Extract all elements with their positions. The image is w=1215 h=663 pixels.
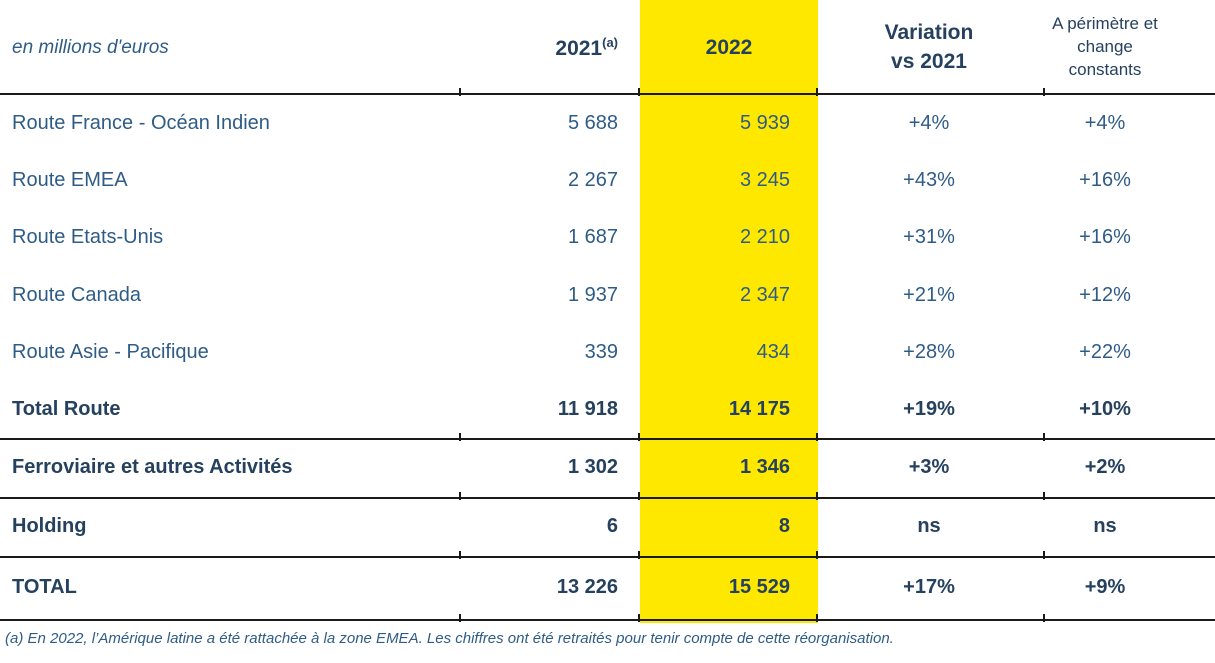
value-2022: 2 347	[739, 283, 790, 306]
row-label: Total Route	[12, 398, 121, 421]
value-2021: 1 937	[567, 283, 618, 306]
column-boundary-tick	[638, 88, 640, 96]
table-row: Route France - Océan Indien 5 688 5 939 …	[0, 95, 1215, 152]
value-2021: 1 687	[567, 226, 618, 249]
value-2021: 6	[606, 515, 618, 538]
column-boundary-tick	[638, 614, 640, 622]
column-boundary-tick	[816, 433, 818, 441]
table-header-row: en millions d'euros 2021(a) 2022 Variati…	[0, 0, 1215, 95]
constant-perimeter-value: +9%	[1084, 576, 1126, 599]
column-header-constant-perimeter: A périmètre et change constants	[1052, 14, 1158, 79]
value-2022: 8	[778, 515, 790, 538]
column-boundary-tick	[459, 614, 461, 622]
constant-perimeter-value: +12%	[1079, 283, 1131, 306]
column-header-variation: Variation vs 2021	[884, 21, 974, 73]
row-label: TOTAL	[12, 576, 77, 599]
column-boundary-tick	[1043, 551, 1045, 559]
table-row: Route EMEA 2 267 3 245 +43% +16%	[0, 152, 1215, 209]
table-row: Route Etats-Unis 1 687 2 210 +31% +16%	[0, 209, 1215, 266]
variation-value: +17%	[903, 576, 955, 599]
column-boundary-tick	[459, 88, 461, 96]
column-boundary-tick	[816, 551, 818, 559]
value-2022: 3 245	[739, 169, 790, 192]
variation-value: +21%	[903, 283, 955, 306]
table-row: Ferroviaire et autres Activités 1 302 1 …	[0, 438, 1215, 497]
constant-perimeter-value: +10%	[1079, 398, 1131, 421]
value-2021: 13 226	[556, 576, 618, 599]
value-2021: 11 918	[557, 398, 618, 421]
table-rule	[0, 433, 1215, 441]
table-body: Route France - Océan Indien 5 688 5 939 …	[0, 95, 1215, 619]
value-2021: 5 688	[567, 112, 618, 135]
table-row: Route Asie - Pacifique 339 434 +28% +22%	[0, 324, 1215, 381]
variation-value: +4%	[908, 112, 950, 135]
table-rule	[0, 492, 1215, 500]
row-label: Route Canada	[12, 283, 141, 306]
column-boundary-tick	[1043, 492, 1045, 500]
column-boundary-tick	[816, 614, 818, 622]
row-label: Route EMEA	[12, 169, 128, 192]
value-2022: 434	[756, 340, 790, 363]
table-row: Route Canada 1 937 2 347 +21% +12%	[0, 267, 1215, 324]
unit-label: en millions d'euros	[12, 36, 169, 58]
variation-value: +19%	[903, 398, 955, 421]
value-2021: 1 302	[567, 456, 618, 479]
value-2022: 14 175	[728, 398, 790, 421]
row-label: Ferroviaire et autres Activités	[12, 456, 293, 479]
table-rule	[0, 551, 1215, 559]
constant-perimeter-value: +2%	[1084, 456, 1126, 479]
table-row: TOTAL 13 226 15 529 +17% +9%	[0, 556, 1215, 619]
table-row: Holding 6 8 ns ns	[0, 497, 1215, 556]
variation-value: ns	[917, 515, 941, 538]
footnote-marker: (a)	[602, 34, 618, 50]
constant-perimeter-value: +22%	[1079, 340, 1131, 363]
column-header-2022: 2022	[705, 35, 753, 59]
column-boundary-tick	[638, 492, 640, 500]
footnote-text: (a) En 2022, l’Amérique latine a été rat…	[5, 630, 894, 647]
table-rule	[0, 614, 1215, 622]
column-boundary-tick	[1043, 433, 1045, 441]
column-boundary-tick	[638, 551, 640, 559]
value-2022: 1 346	[739, 456, 790, 479]
column-header-2021: 2021(a)	[470, 35, 640, 61]
value-2021: 339	[584, 340, 618, 363]
column-boundary-tick	[1043, 88, 1045, 96]
value-2022: 5 939	[739, 112, 790, 135]
column-boundary-tick	[459, 492, 461, 500]
constant-perimeter-value: +4%	[1084, 112, 1126, 135]
row-label: Route Asie - Pacifique	[12, 340, 209, 363]
column-header-2021-text: 2021	[555, 36, 603, 60]
variation-value: +3%	[908, 456, 950, 479]
highlight-2022-column	[640, 0, 818, 623]
value-2022: 15 529	[728, 576, 790, 599]
column-boundary-tick	[638, 433, 640, 441]
variation-value: +28%	[903, 340, 955, 363]
row-label: Route Etats-Unis	[12, 226, 164, 249]
table-row: Total Route 11 918 14 175 +19% +10%	[0, 381, 1215, 438]
constant-perimeter-value: +16%	[1079, 226, 1131, 249]
constant-perimeter-value: +16%	[1079, 169, 1131, 192]
row-label: Route France - Océan Indien	[12, 112, 270, 135]
variation-value: +31%	[903, 226, 955, 249]
table-rule	[0, 88, 1215, 96]
column-boundary-tick	[459, 551, 461, 559]
column-boundary-tick	[816, 492, 818, 500]
value-2021: 2 267	[567, 169, 618, 192]
column-boundary-tick	[816, 88, 818, 96]
variation-value: +43%	[903, 169, 955, 192]
value-2022: 2 210	[739, 226, 790, 249]
column-boundary-tick	[1043, 614, 1045, 622]
constant-perimeter-value: ns	[1093, 515, 1117, 538]
row-label: Holding	[12, 515, 87, 538]
column-boundary-tick	[459, 433, 461, 441]
